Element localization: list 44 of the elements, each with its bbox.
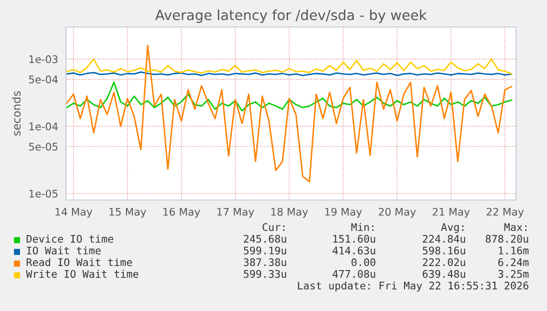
x-tick-label: 20 May: [378, 208, 416, 218]
legend-label: IO Wait time: [27, 246, 101, 254]
text: 1.16m: [498, 246, 529, 254]
text: 222.02u: [422, 258, 466, 266]
x-tick-label: 17 May: [217, 208, 254, 218]
x-tick-label: 15 May: [110, 208, 146, 218]
x-tick-label: 19 May: [325, 208, 362, 218]
text: Avg:: [441, 223, 464, 234]
legend-label: Read IO Wait time: [26, 258, 132, 266]
text: 599.33u: [244, 270, 286, 278]
text: 598.16u: [422, 246, 466, 254]
text: 3.25m: [498, 270, 529, 278]
line-series: [66, 44, 512, 182]
text: 639.48u: [422, 270, 466, 278]
line-series: [66, 82, 512, 112]
text: Max:: [504, 223, 526, 232]
y-tick-label: 1e-05: [29, 190, 58, 198]
x-tick-label: 22 May: [486, 208, 524, 218]
text: 477.08u: [332, 270, 376, 278]
x-tick-label: 16 May: [163, 208, 200, 218]
y-tick-label: 1e-03: [29, 55, 58, 64]
line-series: [66, 58, 512, 75]
text: Last update: Fri May 22 16:55:31 2026: [298, 281, 528, 292]
text: 224.84u: [422, 234, 466, 243]
legend-label: Write IO Wait time: [26, 270, 138, 278]
x-tick-label: 18 May: [271, 208, 308, 218]
y-tick-label: 5e-04: [29, 76, 58, 84]
y-tick-label: 5e-05: [29, 142, 58, 151]
text: 245.68u: [244, 234, 286, 243]
text: 599.19u: [244, 246, 286, 254]
text: 151.60u: [333, 234, 376, 243]
text: 878.20u: [486, 234, 528, 243]
text: 387.38u: [244, 258, 286, 266]
text: 0.00: [352, 258, 376, 266]
y-axis-title: seconds: [12, 91, 21, 136]
text: Min:: [351, 222, 374, 231]
text: 6.24m: [498, 258, 529, 266]
text: Cur:: [262, 223, 284, 232]
x-tick-label: 21 May: [432, 208, 470, 218]
text: 414.63u: [332, 246, 376, 254]
chart-title: Average latency for /dev/sda - by week: [155, 10, 427, 23]
x-tick-label: 14 May: [56, 208, 92, 218]
y-tick-label: 1e-04: [29, 122, 58, 130]
legend-label: Device IO time: [26, 234, 114, 243]
